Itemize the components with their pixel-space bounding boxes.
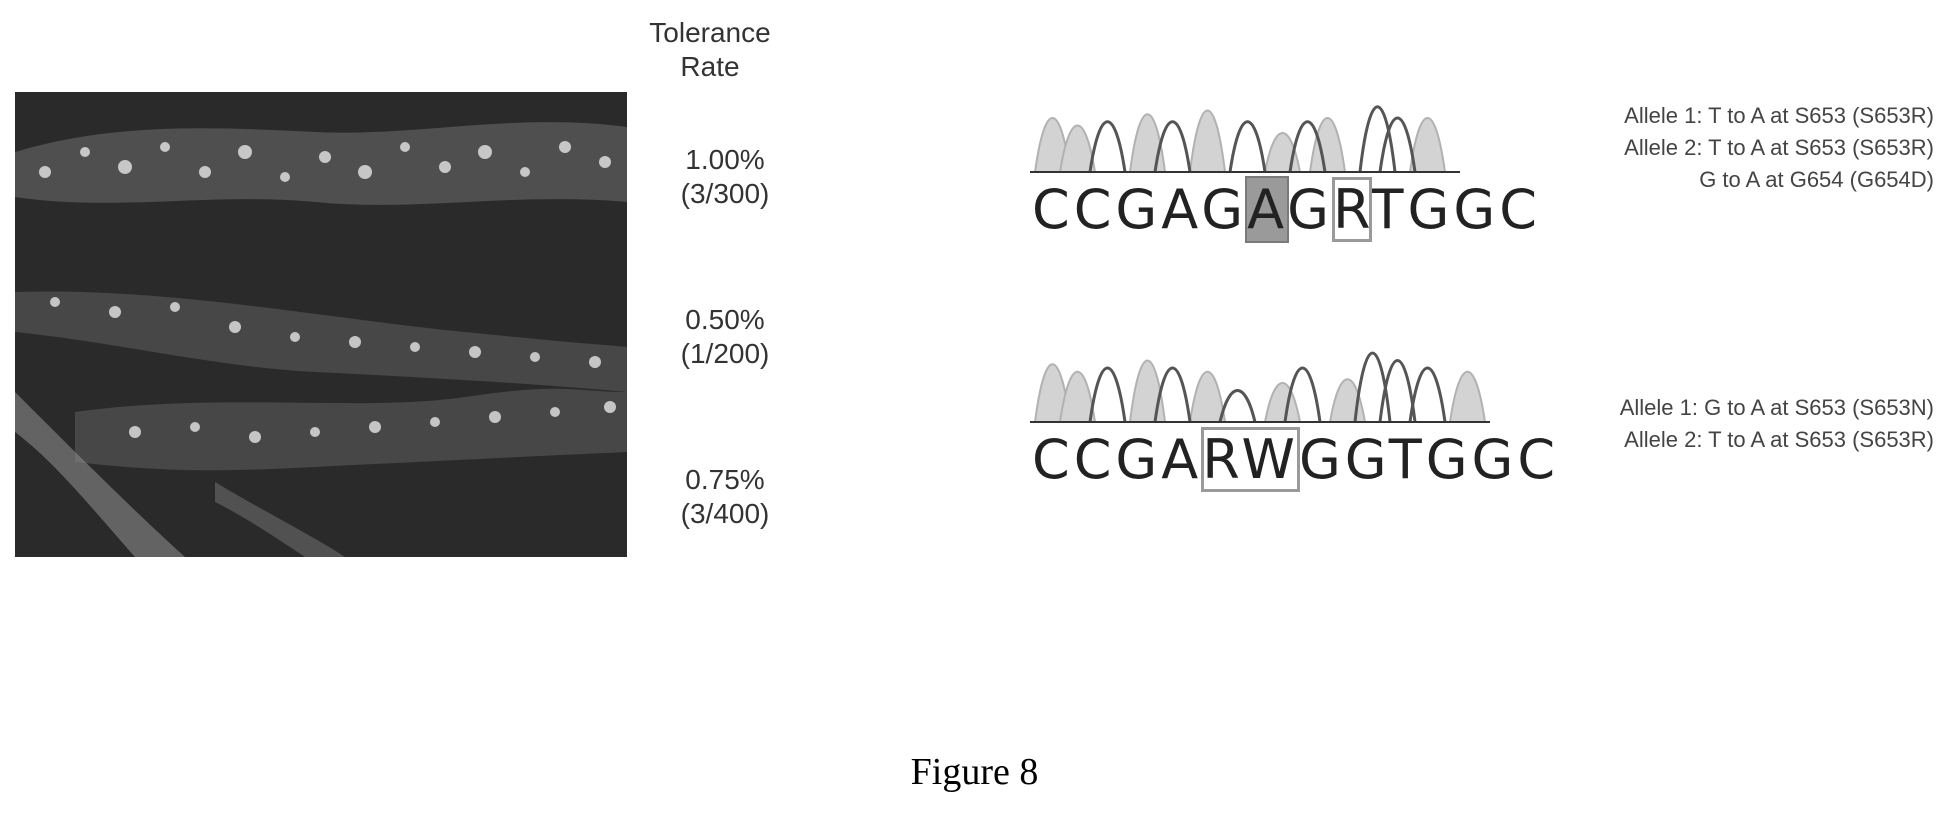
rate-fraction: (3/400) [650, 497, 800, 531]
sequence-top: CCGAGAGRTGGC [1032, 178, 1541, 241]
rate-percent: 1.00% [650, 143, 800, 177]
chromatogram-top-trace [1030, 80, 1460, 175]
chromatogram-top [1030, 80, 1460, 175]
allele-line: Allele 1: T to A at S653 (S653R) [1474, 100, 1934, 132]
allele-line: Allele 2: T to A at S653 (S653R) [1474, 132, 1934, 164]
rate-row-3: 0.75% (3/400) [650, 463, 800, 531]
allele-line: G to A at G654 (G654D) [1474, 164, 1934, 196]
rate-percent: 0.50% [650, 303, 800, 337]
rate-row-1: 1.00% (3/300) [650, 143, 800, 211]
seq-bottom-prefix: CCGA [1032, 428, 1202, 491]
seq-bottom-highlight-box: RW [1202, 428, 1299, 491]
rate-percent: 0.75% [650, 463, 800, 497]
seq-top-mid: G [1287, 178, 1333, 241]
seq-top-prefix: CCGAG [1032, 178, 1247, 241]
seq-top-highlight-box: R [1333, 178, 1371, 241]
chromatogram-bottom [1030, 325, 1490, 425]
alleles-bottom: Allele 1: G to A at S653 (S653N) Allele … [1490, 392, 1934, 456]
figure-caption: Figure 8 [0, 750, 1949, 794]
alleles-top: Allele 1: T to A at S653 (S653R) Allele … [1474, 100, 1934, 196]
seq-top-highlight-fill: A [1247, 178, 1287, 241]
plate-photo-drawing [15, 92, 627, 557]
rate-row-2: 0.50% (1/200) [650, 303, 800, 371]
chromatogram-bottom-trace [1030, 325, 1490, 425]
allele-line: Allele 1: G to A at S653 (S653N) [1490, 392, 1934, 424]
tolerance-rate-header: Tolerance Rate [620, 16, 800, 84]
rate-fraction: (3/300) [650, 177, 800, 211]
sequence-bottom: CCGARWGGTGGC [1032, 428, 1559, 491]
seedling-plate-photo [15, 92, 627, 557]
rate-fraction: (1/200) [650, 337, 800, 371]
allele-line: Allele 2: T to A at S653 (S653R) [1490, 424, 1934, 456]
